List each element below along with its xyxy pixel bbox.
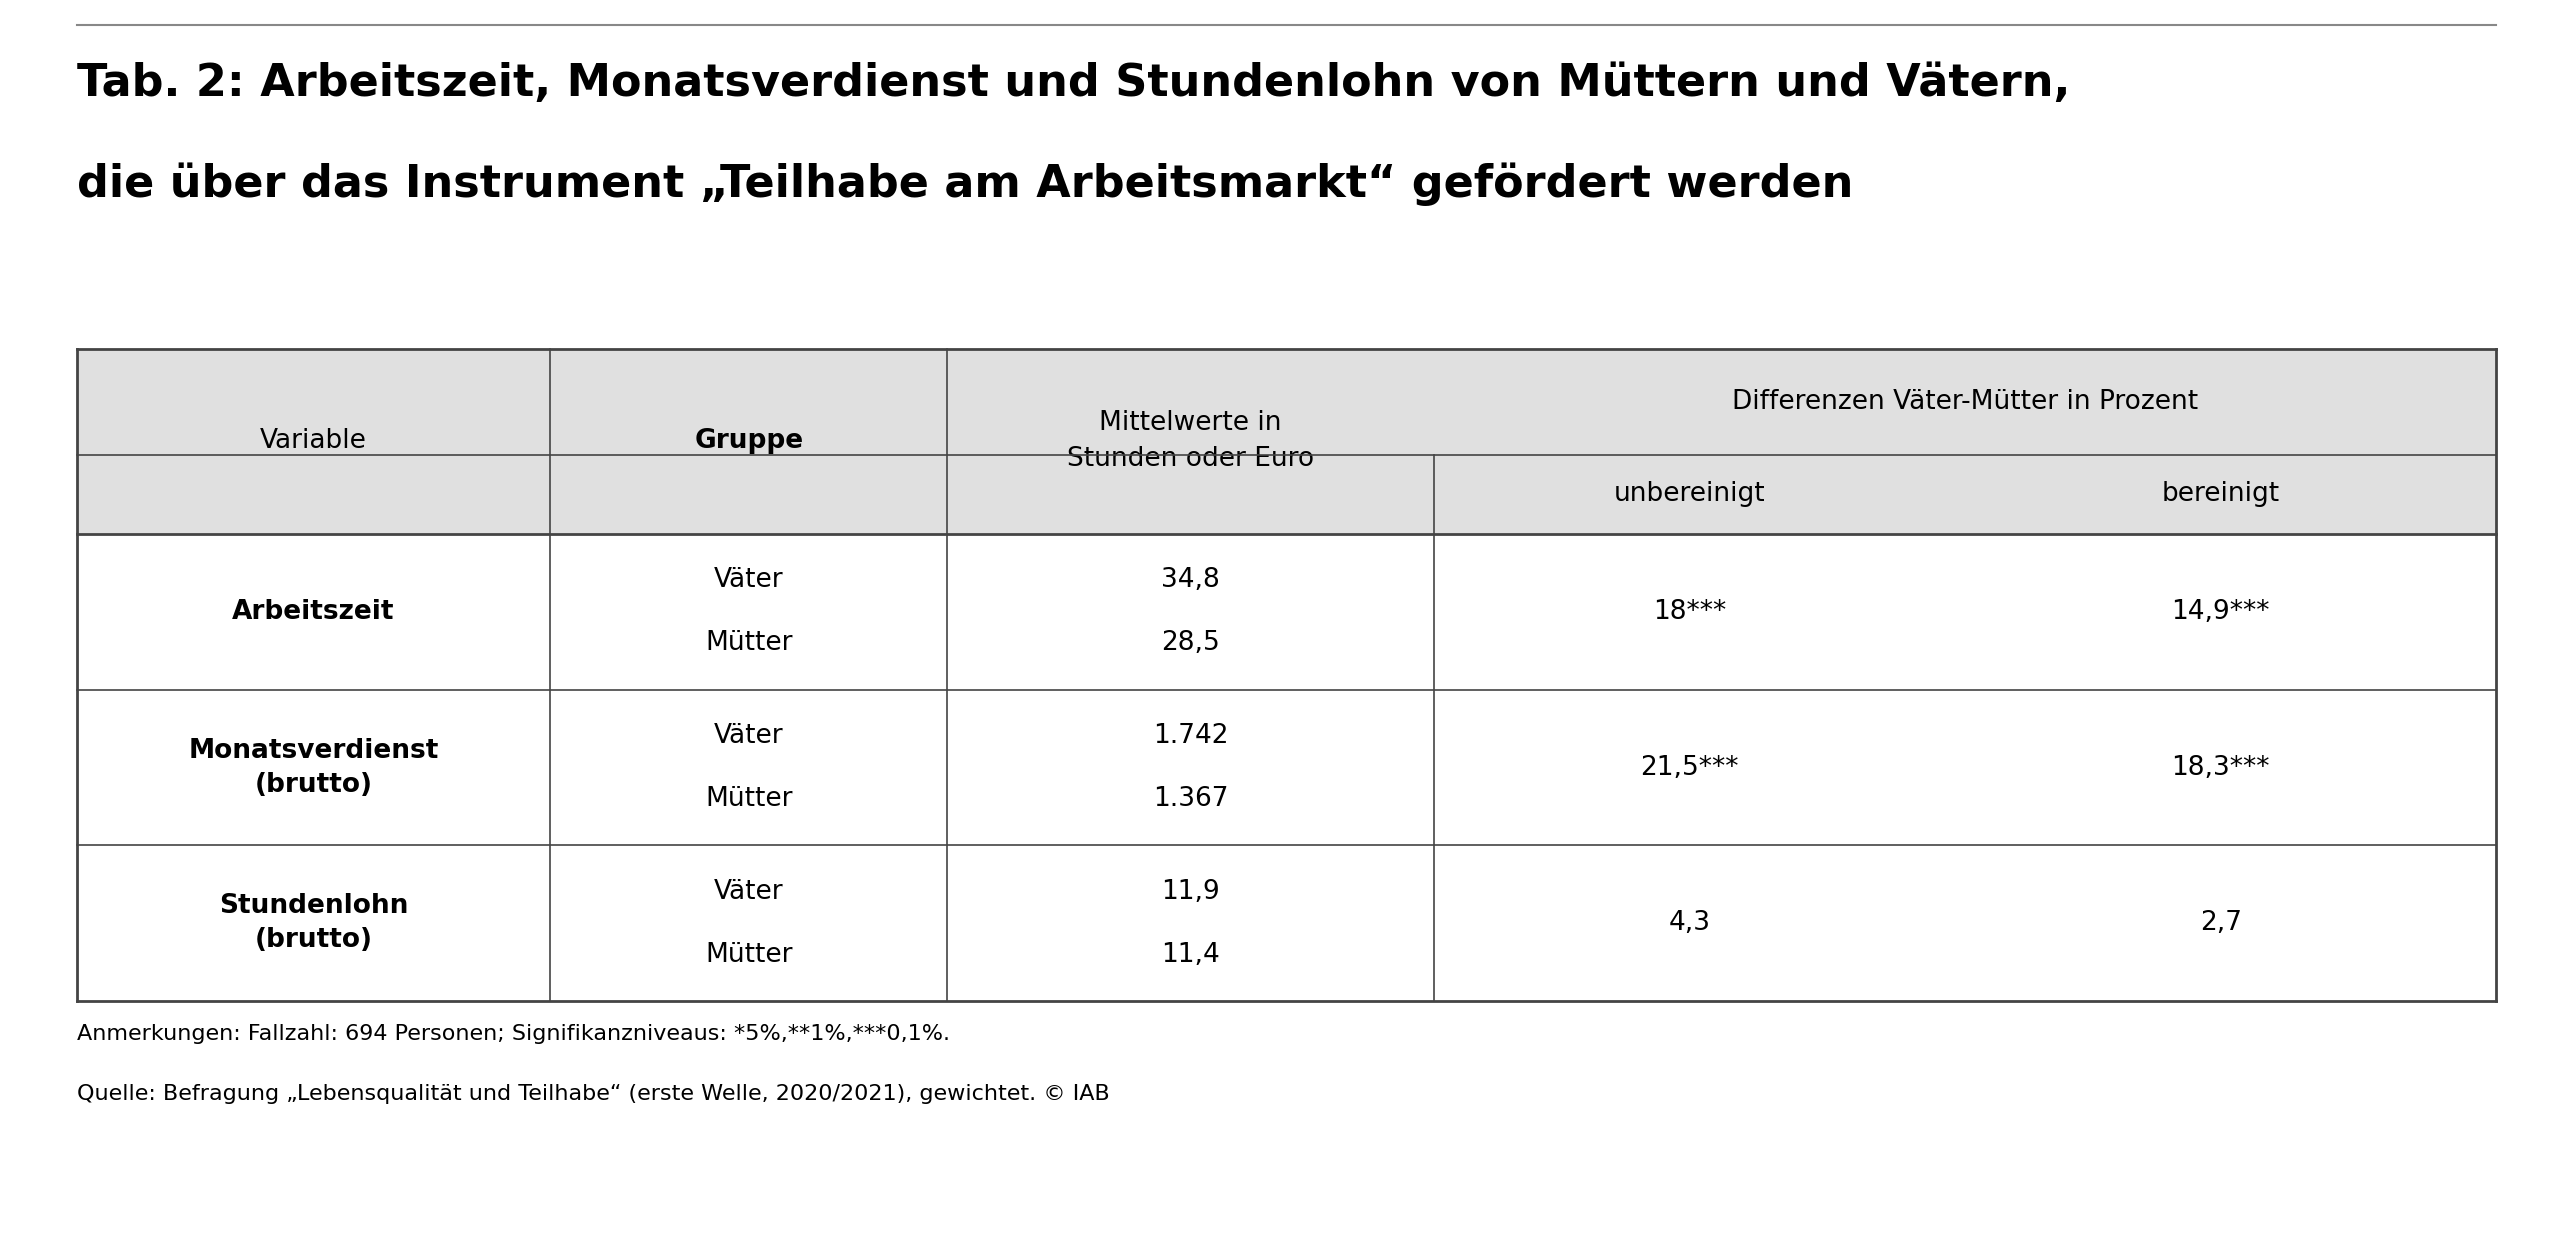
Text: Gruppe: Gruppe bbox=[694, 429, 804, 454]
Text: Mittelwerte in
Stunden oder Euro: Mittelwerte in Stunden oder Euro bbox=[1068, 410, 1313, 473]
Text: 11,4: 11,4 bbox=[1162, 941, 1219, 968]
Text: 28,5: 28,5 bbox=[1162, 630, 1219, 656]
Text: Tab. 2: Arbeitszeit, Monatsverdienst und Stundenlohn von Müttern und Vätern,: Tab. 2: Arbeitszeit, Monatsverdienst und… bbox=[77, 62, 2071, 105]
Text: Stundenlohn
(brutto): Stundenlohn (brutto) bbox=[220, 893, 407, 954]
Text: 18***: 18*** bbox=[1654, 599, 1725, 625]
Text: Variable: Variable bbox=[261, 429, 366, 454]
Text: 1.742: 1.742 bbox=[1152, 723, 1229, 749]
Text: die über das Instrument „Teilhabe am Arbeitsmarkt“ gefördert werden: die über das Instrument „Teilhabe am Arb… bbox=[77, 162, 1853, 206]
Text: Mütter: Mütter bbox=[704, 630, 794, 656]
Text: unbereinigt: unbereinigt bbox=[1613, 481, 1766, 508]
Text: Väter: Väter bbox=[714, 723, 783, 749]
Text: Väter: Väter bbox=[714, 879, 783, 905]
Text: Monatsverdienst
(brutto): Monatsverdienst (brutto) bbox=[189, 737, 438, 798]
Text: 11,9: 11,9 bbox=[1162, 879, 1219, 905]
Text: Quelle: Befragung „Lebensqualität und Teilhabe“ (erste Welle, 2020/2021), gewich: Quelle: Befragung „Lebensqualität und Te… bbox=[77, 1084, 1108, 1104]
Text: 14,9***: 14,9*** bbox=[2171, 599, 2271, 625]
Text: 2,7: 2,7 bbox=[2199, 910, 2243, 936]
Text: Arbeitszeit: Arbeitszeit bbox=[233, 599, 394, 625]
Text: 18,3***: 18,3*** bbox=[2171, 754, 2271, 781]
Text: 34,8: 34,8 bbox=[1162, 567, 1219, 594]
Text: 21,5***: 21,5*** bbox=[1641, 754, 1738, 781]
Text: Väter: Väter bbox=[714, 567, 783, 594]
Text: Differenzen Väter-Mütter in Prozent: Differenzen Väter-Mütter in Prozent bbox=[1731, 389, 2199, 415]
Text: Anmerkungen: Fallzahl: 694 Personen; Signifikanzniveaus: *5%,**1%,***0,1%.: Anmerkungen: Fallzahl: 694 Personen; Sig… bbox=[77, 1024, 950, 1044]
Text: bereinigt: bereinigt bbox=[2161, 481, 2281, 508]
Text: Mütter: Mütter bbox=[704, 786, 794, 812]
Text: 1.367: 1.367 bbox=[1152, 786, 1229, 812]
Text: Mütter: Mütter bbox=[704, 941, 794, 968]
Text: 4,3: 4,3 bbox=[1669, 910, 1710, 936]
